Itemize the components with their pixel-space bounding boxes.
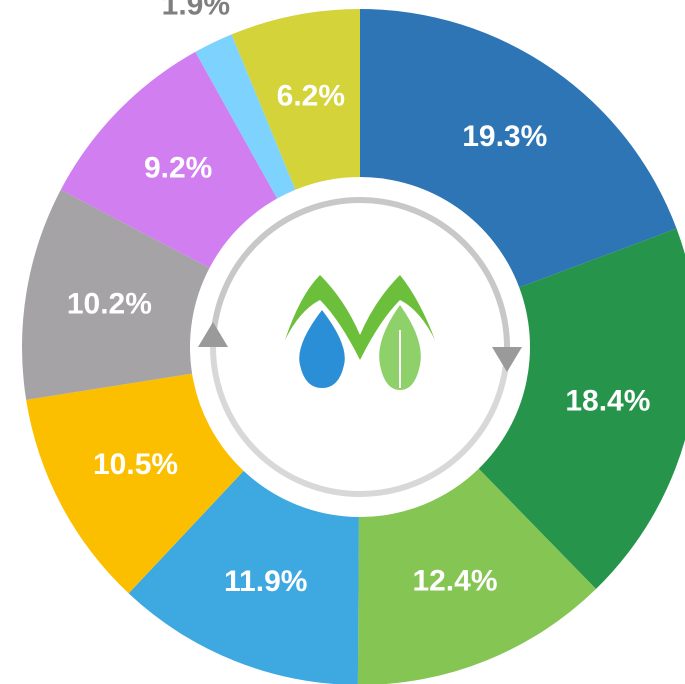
data-label: 10.5% <box>93 448 178 481</box>
data-label: 18.4% <box>565 384 650 417</box>
data-label: 6.2% <box>277 80 345 113</box>
data-label: 10.2% <box>67 288 152 321</box>
slice <box>21 189 210 400</box>
data-label: 19.3% <box>462 120 547 153</box>
arrow <box>198 322 228 347</box>
center-decoration <box>198 197 522 497</box>
data-label: 12.4% <box>412 564 497 597</box>
ring-arc <box>359 197 510 348</box>
slice <box>128 470 359 684</box>
data-label: 11.9% <box>224 565 307 598</box>
data-label: 1.9% <box>162 0 230 21</box>
slice <box>60 51 278 268</box>
slice <box>26 373 244 594</box>
slice <box>360 9 677 288</box>
logo-leaf <box>285 275 435 360</box>
ring-arc <box>210 197 361 348</box>
slice <box>357 468 596 684</box>
slice <box>231 9 360 190</box>
slice <box>195 34 296 199</box>
slice <box>478 228 685 589</box>
data-label: 9.2% <box>144 152 212 185</box>
arrow <box>492 347 522 372</box>
ring-arc <box>210 346 510 497</box>
logo-drop <box>299 310 345 388</box>
